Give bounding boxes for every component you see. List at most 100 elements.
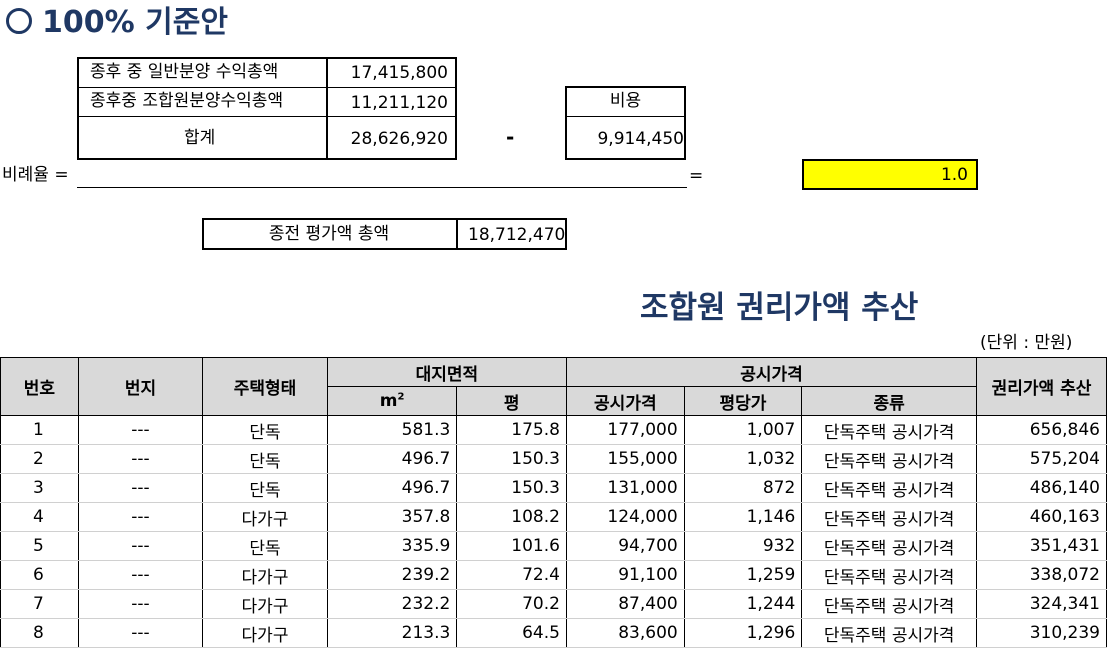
cell-m2: 357.8 xyxy=(326,502,458,532)
ratio-label: 비례율 = xyxy=(2,165,69,185)
header-per-pyeong: 평당가 xyxy=(683,386,803,416)
section-title: 조합원 권리가액 추산 xyxy=(640,290,919,326)
header-pyeong: 평 xyxy=(456,386,567,416)
cell-per: 1,007 xyxy=(683,415,803,445)
revenue-value-member: 11,211,120 xyxy=(350,93,448,113)
cell-lot: --- xyxy=(77,560,204,590)
cell-m2: 496.7 xyxy=(326,473,458,503)
cell-no: 7 xyxy=(0,589,79,619)
cell-py: 70.2 xyxy=(456,589,567,619)
cost-box xyxy=(565,86,686,160)
cell-kind: 단독주택 공시가격 xyxy=(801,560,978,590)
table-row: 6 --- 다가구 239.2 72.4 91,100 1,259 단독주택 공시가격 338,… xyxy=(0,560,1107,590)
cell-type: 다가구 xyxy=(202,589,328,619)
cell-m2: 581.3 xyxy=(326,415,458,445)
cost-value: 9,914,450 xyxy=(597,129,684,149)
fraction-line xyxy=(77,187,687,188)
rights-value-table: 번호 번지 주택형태 대지면적 공시가격 권리가액 추산 m2 평 공시가격 평… xyxy=(0,357,1107,648)
table-row: 5 --- 단독 335.9 101.6 94,700 932 단독주택 공시가격 351,43… xyxy=(0,531,1107,561)
header-m2: m2 xyxy=(326,386,458,416)
cell-price: 87,400 xyxy=(565,589,685,619)
cell-no: 2 xyxy=(0,444,79,474)
cell-py: 108.2 xyxy=(456,502,567,532)
cell-lot: --- xyxy=(77,444,204,474)
cell-type: 단독 xyxy=(202,473,328,503)
cell-price: 91,100 xyxy=(565,560,685,590)
cell-value: 310,239 xyxy=(976,618,1107,648)
header-kind: 종류 xyxy=(801,386,978,416)
cell-value: 460,163 xyxy=(976,502,1107,532)
header-rights-value: 권리가액 추산 xyxy=(976,357,1107,416)
unit-note: (단위 : 만원) xyxy=(980,333,1073,353)
page-heading: 100% 기준안 xyxy=(6,2,228,44)
cell-price: 131,000 xyxy=(565,473,685,503)
table-row: 7 --- 다가구 232.2 70.2 87,400 1,244 단독주택 공시가격 324,… xyxy=(0,589,1107,619)
table-row: 3 --- 단독 496.7 150.3 131,000 872 단독주택 공시가격 486,1… xyxy=(0,473,1107,503)
cell-lot: --- xyxy=(77,502,204,532)
table-row: 8 --- 다가구 213.3 64.5 83,600 1,296 단독주택 공시가격 310,… xyxy=(0,618,1107,648)
cell-no: 3 xyxy=(0,473,79,503)
cell-per: 1,296 xyxy=(683,618,803,648)
cell-py: 64.5 xyxy=(456,618,567,648)
cell-per: 1,032 xyxy=(683,444,803,474)
equals-sign: = xyxy=(689,166,704,186)
table-row: 1 --- 단독 581.3 175.8 177,000 1,007 단독주택 공시가격 656… xyxy=(0,415,1107,445)
cell-m2: 335.9 xyxy=(326,531,458,561)
revenue-label-general: 종후 중 일반분양 수익총액 xyxy=(90,62,279,82)
table-body: 1 --- 단독 581.3 175.8 177,000 1,007 단독주택 공시가격 656… xyxy=(0,415,1107,648)
cell-type: 다가구 xyxy=(202,618,328,648)
cell-value: 351,431 xyxy=(976,531,1107,561)
cell-per: 1,259 xyxy=(683,560,803,590)
cell-lot: --- xyxy=(77,473,204,503)
header-public-price-sub: 공시가격 xyxy=(565,386,685,416)
cell-per: 872 xyxy=(683,473,803,503)
cell-kind: 단독주택 공시가격 xyxy=(801,415,978,445)
header-public-price: 공시가격 xyxy=(565,357,978,387)
cell-kind: 단독주택 공시가격 xyxy=(801,502,978,532)
circle-bullet-icon xyxy=(6,7,32,34)
header-land-area: 대지면적 xyxy=(326,357,567,387)
cell-no: 5 xyxy=(0,531,79,561)
cell-py: 150.3 xyxy=(456,473,567,503)
before-total-value: 18,712,470 xyxy=(468,225,566,245)
cell-py: 150.3 xyxy=(456,444,567,474)
cost-label: 비용 xyxy=(609,91,642,111)
cell-lot: --- xyxy=(77,415,204,445)
cell-no: 6 xyxy=(0,560,79,590)
cell-value: 324,341 xyxy=(976,589,1107,619)
cell-lot: --- xyxy=(77,618,204,648)
cell-m2: 213.3 xyxy=(326,618,458,648)
cell-value: 575,204 xyxy=(976,444,1107,474)
cell-type: 단독 xyxy=(202,531,328,561)
cell-m2: 496.7 xyxy=(326,444,458,474)
cell-kind: 단독주택 공시가격 xyxy=(801,618,978,648)
cell-price: 155,000 xyxy=(565,444,685,474)
header-no: 번호 xyxy=(0,357,79,416)
cell-type: 다가구 xyxy=(202,560,328,590)
table-row: 4 --- 다가구 357.8 108.2 124,000 1,146 단독주택 공시가격 46… xyxy=(0,502,1107,532)
revenue-label-member: 종후중 조합원분양수익총액 xyxy=(90,91,284,111)
cell-lot: --- xyxy=(77,531,204,561)
cell-kind: 단독주택 공시가격 xyxy=(801,444,978,474)
cell-type: 단독 xyxy=(202,415,328,445)
revenue-label-total: 합계 xyxy=(184,128,216,148)
cell-no: 8 xyxy=(0,618,79,648)
revenue-box xyxy=(77,57,457,160)
header-lot: 번지 xyxy=(77,357,204,416)
cell-type: 단독 xyxy=(202,444,328,474)
cell-no: 1 xyxy=(0,415,79,445)
cell-no: 4 xyxy=(0,502,79,532)
cell-per: 932 xyxy=(683,531,803,561)
cell-kind: 단독주택 공시가격 xyxy=(801,589,978,619)
cell-value: 486,140 xyxy=(976,473,1107,503)
heading-text: 100% 기준안 xyxy=(42,5,228,40)
ratio-value: 1.0 xyxy=(940,165,968,185)
cell-price: 124,000 xyxy=(565,502,685,532)
cell-value: 338,072 xyxy=(976,560,1107,590)
table-row: 2 --- 단독 496.7 150.3 155,000 1,032 단독주택 공시가격 575… xyxy=(0,444,1107,474)
header-house-type: 주택형태 xyxy=(202,357,328,416)
cell-per: 1,146 xyxy=(683,502,803,532)
revenue-value-total: 28,626,920 xyxy=(350,129,448,149)
cell-kind: 단독주택 공시가격 xyxy=(801,473,978,503)
cell-lot: --- xyxy=(77,589,204,619)
